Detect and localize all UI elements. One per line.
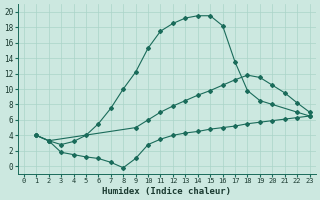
X-axis label: Humidex (Indice chaleur): Humidex (Indice chaleur) — [102, 187, 231, 196]
